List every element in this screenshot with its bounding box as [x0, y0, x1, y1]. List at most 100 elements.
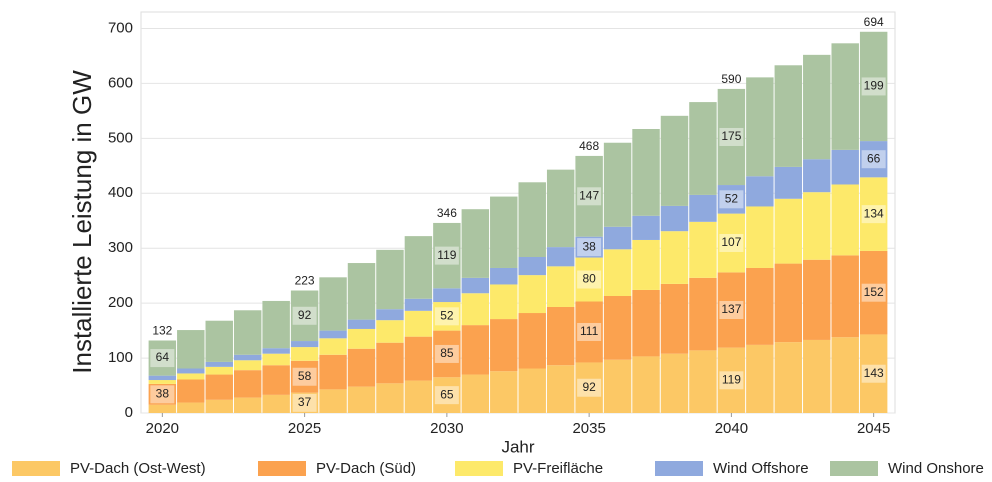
bar-segment [774, 166, 803, 199]
value-label-bg [861, 150, 886, 169]
bar-segment [148, 375, 177, 381]
value-label: 175 [721, 129, 741, 143]
legend-label: PV-Dach (Ost-West) [70, 460, 206, 477]
bar-segment [859, 177, 888, 251]
bar-segment [632, 289, 660, 357]
y-tick-label: 200 [108, 294, 133, 311]
value-label: 137 [721, 302, 741, 316]
bar-segment [660, 205, 689, 232]
bar-segment [490, 371, 518, 413]
bar-segment [148, 340, 177, 376]
value-label-bg [719, 127, 744, 146]
bar-segment [319, 330, 347, 339]
bar-segment [347, 348, 376, 387]
bar-segment [660, 115, 689, 206]
bar-segment [831, 184, 859, 256]
bar-segment [831, 43, 859, 150]
bar-segment [632, 129, 660, 216]
value-label: 119 [722, 372, 741, 386]
bar-segment [660, 283, 689, 354]
bar-segment [689, 194, 717, 222]
bar-segment [831, 337, 859, 413]
bar-segment [262, 353, 290, 366]
value-label-bg [292, 367, 317, 386]
value-label: 92 [582, 380, 596, 394]
value-label-bg [719, 301, 744, 320]
total-label: 346 [437, 206, 457, 220]
bar-segment [461, 325, 490, 375]
value-label: 58 [298, 369, 312, 383]
bar-segment [689, 277, 717, 351]
bar-segment [660, 231, 689, 284]
value-label-bg [577, 270, 602, 289]
total-label: 132 [152, 324, 172, 338]
bar-segment [490, 267, 518, 285]
value-label-bg [861, 205, 886, 224]
y-tick-label: 100 [108, 349, 133, 366]
bar-segment [319, 277, 347, 331]
bar-segment [603, 142, 632, 227]
bar-segment [347, 319, 376, 329]
bar-segment [433, 288, 461, 303]
bar-segment [575, 257, 603, 302]
value-label: 52 [725, 191, 739, 205]
bar-segment [831, 149, 859, 185]
bar-segment [575, 362, 603, 413]
bar-segment [746, 77, 774, 177]
value-label-bg [434, 246, 459, 265]
bar-segment [774, 263, 803, 343]
y-tick-label: 300 [108, 239, 133, 256]
bar-segment [319, 354, 347, 390]
bar-segment [831, 255, 859, 338]
bar-segment [518, 256, 546, 276]
value-label: 66 [867, 151, 881, 165]
legend-swatch [455, 461, 503, 476]
bar-segment [319, 338, 347, 355]
bar-segment [433, 330, 461, 378]
bar-segment [803, 192, 831, 260]
y-tick-label: 600 [108, 74, 133, 91]
bar-segment [490, 284, 518, 320]
x-tick-label: 2045 [857, 420, 890, 437]
value-label: 64 [156, 350, 170, 364]
bar-segment [803, 259, 831, 340]
value-label-bg [861, 283, 886, 302]
value-label: 38 [156, 386, 170, 400]
value-label: 107 [721, 235, 741, 249]
bar-segment [148, 383, 177, 405]
value-label: 134 [864, 206, 884, 220]
bar-segment [262, 365, 290, 395]
bar-segment [803, 54, 831, 160]
bar-segment [233, 360, 262, 371]
bar-segment [859, 141, 888, 178]
bar-segment [746, 206, 774, 268]
bar-segment [603, 295, 632, 360]
bar-segment [433, 222, 461, 289]
legend-swatch [830, 461, 878, 476]
bar-segment [233, 397, 262, 413]
value-label-bg [434, 307, 459, 326]
bar-segment [717, 213, 746, 273]
bar-segment [859, 250, 888, 335]
value-label: 111 [580, 324, 599, 338]
value-label: 85 [440, 346, 454, 360]
bar-segment [575, 236, 603, 258]
bar-segment [518, 313, 546, 369]
bar-segment [518, 182, 546, 257]
value-label-bg [577, 322, 602, 341]
bar-segment [774, 342, 803, 413]
bar-segment [376, 320, 404, 343]
value-label: 119 [437, 248, 456, 262]
bar-segment [717, 88, 746, 186]
bar-segment [262, 300, 290, 349]
value-label-bg [434, 344, 459, 363]
y-axis-label: Installierte Leistung in GW [67, 70, 97, 374]
bar-segment [177, 379, 205, 403]
bar-segment [575, 155, 603, 237]
bar-segment [148, 380, 177, 384]
bar-segment [262, 394, 290, 413]
x-axis-label: Jahr [501, 437, 534, 456]
value-label: 65 [440, 387, 454, 401]
bar-segment [490, 319, 518, 372]
